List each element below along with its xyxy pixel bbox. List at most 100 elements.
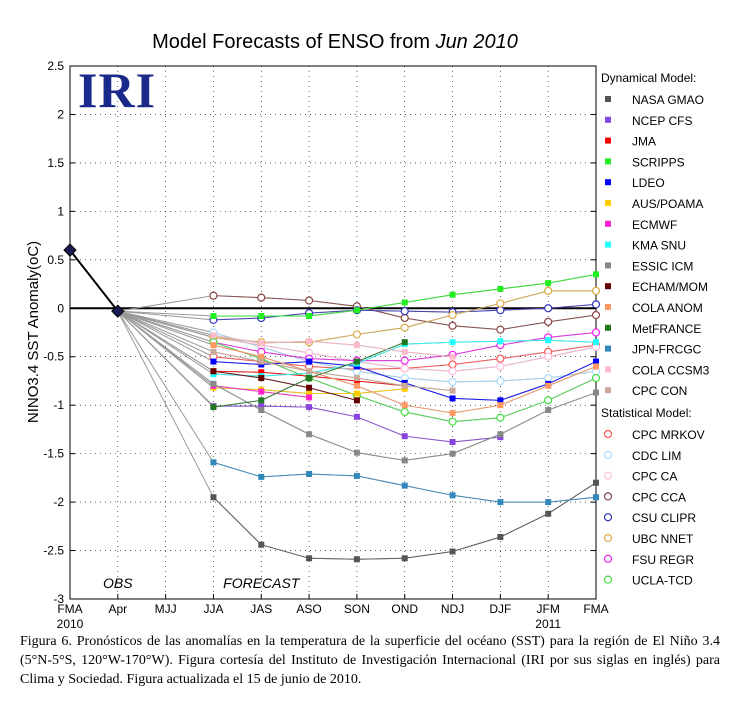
x-tick-label-10: JFM: [537, 602, 560, 616]
legend-marker-dynamical-0: [605, 96, 611, 102]
dynamical-point-13-4: [401, 348, 408, 355]
statistical-point-3-4: [400, 313, 409, 323]
dynamical-point-7-7: [545, 337, 552, 344]
legend-marker-statistical-2: [603, 471, 613, 480]
dynamical-point-0-8: [593, 479, 599, 486]
legend-label-dynamical-10: COLA ANOM: [632, 301, 703, 315]
statistical-point-2-5: [448, 367, 457, 376]
statistical-point-4-8: [591, 300, 601, 309]
dynamical-point-10-6: [497, 402, 504, 409]
dynamical-point-8-8: [593, 389, 599, 396]
dynamical-series-14: [117, 310, 456, 394]
dynamical-point-11-1: [258, 397, 265, 404]
dynamical-line-9: [213, 370, 358, 401]
dynamical-point-0-3: [353, 556, 360, 563]
dynamical-point-9-0: [210, 368, 217, 375]
legend-label-dynamical-13: COLA CCSM3: [632, 363, 710, 377]
dynamical-point-4-2: [306, 358, 313, 365]
y-tick-label-2: 1.5: [47, 156, 64, 170]
dynamical-point-0-6: [497, 533, 504, 540]
enso-forecast-chart: Model Forecasts of ENSO from Jun 2010 IR…: [25, 31, 710, 630]
statistical-point-4-4: [400, 307, 409, 316]
legend-marker-dynamical-6: [605, 220, 611, 227]
series-group: [117, 271, 601, 563]
statistical-point-2-7: [544, 352, 553, 361]
legend-marker-statistical-4: [603, 513, 613, 522]
year-label-0: 2010: [57, 617, 84, 630]
dynamical-point-8-2: [306, 431, 313, 438]
dynamical-point-1-2: [306, 404, 313, 411]
dynamical-point-0-7: [545, 510, 552, 517]
legend-label-dynamical-12: JPN-FRCGC: [632, 343, 702, 357]
statistical-point-4-7: [544, 304, 553, 313]
dynamical-point-13-2: [306, 338, 313, 345]
x-tick-label-3: JJA: [203, 602, 223, 616]
dynamical-point-10-5: [449, 409, 456, 416]
statistical-point-0-6: [496, 354, 505, 363]
legend-marker-dynamical-12: [605, 345, 611, 352]
legend-label-dynamical-14: CPC CON: [632, 384, 687, 398]
dynamical-point-7-6: [497, 338, 504, 345]
statistical-point-3-8: [591, 310, 601, 320]
legend-marker-dynamical-1: [605, 116, 611, 123]
statistical-point-6-8: [591, 328, 601, 337]
dynamical-point-12-6: [497, 499, 504, 506]
dynamical-point-0-1: [258, 541, 265, 548]
dynamical-point-8-6: [497, 431, 504, 438]
dynamical-point-1-5: [449, 439, 456, 446]
dynamical-point-11-3: [353, 358, 360, 365]
iri-logo: IRI: [78, 62, 156, 118]
dynamical-point-1-1: [258, 403, 265, 410]
legend-marker-dynamical-2: [605, 137, 611, 144]
dynamical-point-3-5: [449, 291, 456, 298]
dynamical-point-5-2: [306, 390, 313, 397]
legend-marker-dynamical-14: [605, 387, 611, 394]
y-tick-label-3: 1: [57, 204, 64, 218]
dynamical-point-4-0: [210, 358, 217, 365]
x-tick-label-6: SON: [344, 602, 370, 616]
y-tick-label-10: -2.5: [43, 544, 64, 558]
dynamical-point-4-8: [593, 358, 599, 365]
y-tick-label-9: -2: [53, 495, 64, 509]
dynamical-point-8-0: [210, 380, 217, 387]
legend-label-statistical-2: CPC CA: [632, 470, 677, 484]
x-axis: FMA Apr MJJ JJA JAS ASO SON OND NDJ DJF JFM FMA2010…: [57, 594, 609, 630]
x-tick-label-2: MJJ: [155, 602, 177, 616]
dynamical-series-8: [117, 310, 599, 464]
legend-label-dynamical-9: ECHAM/MOM: [632, 280, 708, 294]
dynamical-point-4-5: [449, 395, 456, 402]
dynamical-point-10-7: [545, 382, 552, 389]
legend-marker-statistical-7: [603, 575, 613, 584]
dynamical-point-14-3: [353, 375, 360, 382]
dynamical-point-1-4: [401, 433, 408, 440]
statistical-point-3-2: [304, 296, 314, 305]
legend-label-dynamical-11: MetFRANCE: [632, 322, 701, 336]
legend-label-statistical-4: CSU CLIPR: [632, 511, 696, 525]
dynamical-point-3-8: [593, 271, 599, 278]
statistical-point-2-4: [400, 364, 409, 373]
y-tick-label-6: -0.5: [43, 350, 64, 364]
statistical-point-5-4: [400, 323, 409, 332]
statistical-point-4-6: [496, 306, 505, 315]
dynamical-point-14-2: [306, 368, 313, 375]
statistical-point-3-1: [257, 293, 266, 302]
dynamical-line-14: [213, 351, 453, 392]
legend: Dynamical Model: NASA GMAO NCEP CFS JMA SCRI…: [601, 71, 710, 588]
statistical-point-3-5: [448, 321, 457, 330]
dynamical-point-4-6: [497, 397, 504, 404]
statistical-point-1-5: [448, 377, 457, 387]
legend-marker-statistical-3: [603, 492, 613, 501]
legend-marker-statistical-0: [603, 429, 613, 439]
dynamical-point-3-4: [401, 299, 408, 306]
statistical-point-7-5: [448, 417, 457, 426]
dynamical-point-14-1: [258, 358, 265, 365]
x-tick-label-7: OND: [391, 602, 418, 616]
y-tick-label-8: -1.5: [43, 447, 64, 461]
observed-series: [63, 243, 125, 318]
dynamical-point-6-2: [306, 394, 313, 401]
dynamical-point-11-4: [401, 339, 408, 346]
y-axis: 2.5 2 1.5 1 0.5 0 -0.5 -1 -1.5 -2 -2.5 -3: [43, 59, 596, 606]
dynamical-point-13-5: [449, 353, 456, 360]
legend-label-dynamical-5: AUS/POAMA: [632, 197, 703, 211]
dynamical-point-1-3: [353, 413, 360, 420]
